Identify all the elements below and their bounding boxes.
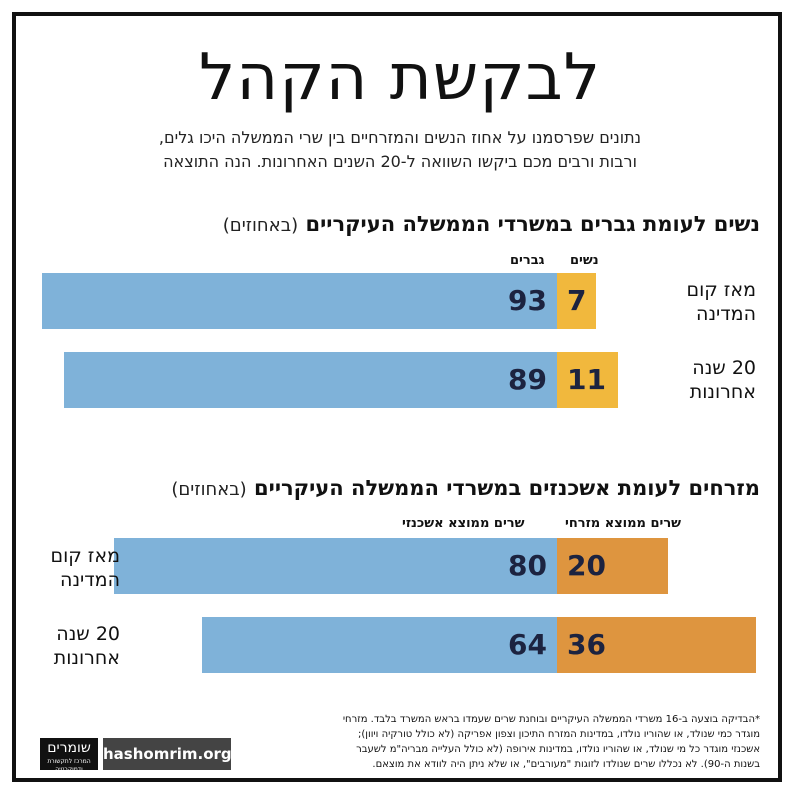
chart-2-row-1-label: מאז קום המדינה: [30, 544, 121, 592]
chart-2-title: מזרחים לעומת אשכנזים במשרדי הממשלה העיקר…: [80, 476, 760, 500]
chart-2-value-1-series-2: 80: [508, 549, 547, 582]
chart-1-row-1-label-line-2: המדינה: [696, 303, 756, 325]
chart-2-row-2-label-line-1: 20 שנה: [56, 623, 120, 645]
footnote-line-1: *הבדיקה בוצעה ב-16 משרדי הממשלה העיקריים…: [342, 714, 760, 725]
chart-1-bar-2-series-1: 11: [557, 352, 618, 408]
chart-2-unit: (באחוזים): [171, 479, 247, 500]
chart-2-bar-1-series-1: 20: [557, 538, 668, 594]
chart-2-row-1-label-line-2: המדינה: [60, 569, 120, 591]
footnote-line-3: אשכנזי מוגדר כל מי שנולד, או שהוריו נולד…: [356, 744, 760, 755]
chart-1-bar-2-series-2: 89: [63, 352, 557, 408]
chart-2-row-1-label-line-1: מאז קום: [50, 545, 121, 567]
chart-2-bar-1-series-2: 80: [113, 538, 557, 594]
chart-1-row-2-label-line-2: אחרונות: [689, 381, 756, 403]
chart-1-row-2-label: 20 שנה אחרונות: [666, 356, 756, 404]
chart-2-title-text: מזרחים לעומת אשכנזים במשרדי הממשלה העיקר…: [254, 476, 760, 500]
subtitle-line-2: ורבות ורבים מכם ביקשו השוואה ל-20 השנים …: [163, 152, 637, 171]
logo-tagline: המרכז לתקשורת ודמוקרטיה: [47, 758, 91, 773]
chart-2-value-2-series-1: 36: [567, 628, 606, 661]
chart-1-row-1-label-line-1: מאז קום: [686, 279, 757, 301]
footnote-line-4: בשנות ה-90). לא נכללו שרים שנולדו לזוגות…: [372, 759, 760, 770]
chart-1-unit: (באחוזים): [222, 215, 299, 236]
chart-2-row-2-label-line-2: אחרונות: [53, 647, 120, 669]
chart-1-row-1-label: מאז קום המדינה: [666, 278, 757, 326]
chart-1-row-2-label-line-1: 20 שנה: [692, 357, 756, 379]
page-title: לבקשת הקהל: [199, 41, 601, 115]
chart-1-title-text: נשים לעומת גברים במשרדי הממשלה העיקריים: [305, 212, 760, 236]
chart-2-legend-ashkenazi: שרים ממוצא אשכנזי: [402, 516, 525, 531]
chart-2-bar-2-series-2: 64: [202, 617, 557, 673]
chart-2-value-1-series-1: 20: [567, 549, 606, 582]
chart-1-value-2-series-1: 11: [567, 363, 606, 396]
chart-1-value-1-series-2: 93: [508, 284, 547, 317]
subtitle-line-1: נתונים שפרסמנו על אחוז הנשים והמזרחיים ב…: [158, 128, 642, 147]
chart-1-value-1-series-1: 7: [567, 284, 587, 317]
shomrim-logo: שומרים המרכז לתקשורת ודמוקרטיה: [40, 738, 98, 773]
chart-1-legend-men: גברים: [510, 253, 545, 268]
chart-2-value-2-series-2: 64: [508, 628, 547, 661]
footnote-line-2: מוגדר כמי שנולד, או שהוריו נולדו, במדינו…: [357, 729, 760, 740]
website-link[interactable]: hashomrim.org: [103, 738, 232, 770]
chart-1-bar-1-series-2: 93: [41, 273, 557, 329]
chart-1-bar-1-series-1: 7: [557, 273, 596, 329]
chart-2-bar-2-series-1: 36: [557, 617, 757, 673]
logo-name: שומרים: [47, 740, 91, 756]
subtitle: נתונים שפרסמנו על אחוז הנשים והמזרחיים ב…: [40, 126, 760, 174]
footnote: *הבדיקה בוצעה ב-16 משרדי הממשלה העיקריים…: [280, 712, 760, 772]
chart-2-legend-mizrahi: שרים ממוצא מזרחי: [565, 516, 682, 531]
chart-1-value-2-series-2: 89: [508, 363, 547, 396]
chart-2-row-2-label: 20 שנה אחרונות: [30, 622, 120, 670]
chart-1-title: נשים לעומת גברים במשרדי הממשלה העיקריים …: [80, 212, 760, 236]
chart-1-legend-women: נשים: [570, 253, 599, 268]
